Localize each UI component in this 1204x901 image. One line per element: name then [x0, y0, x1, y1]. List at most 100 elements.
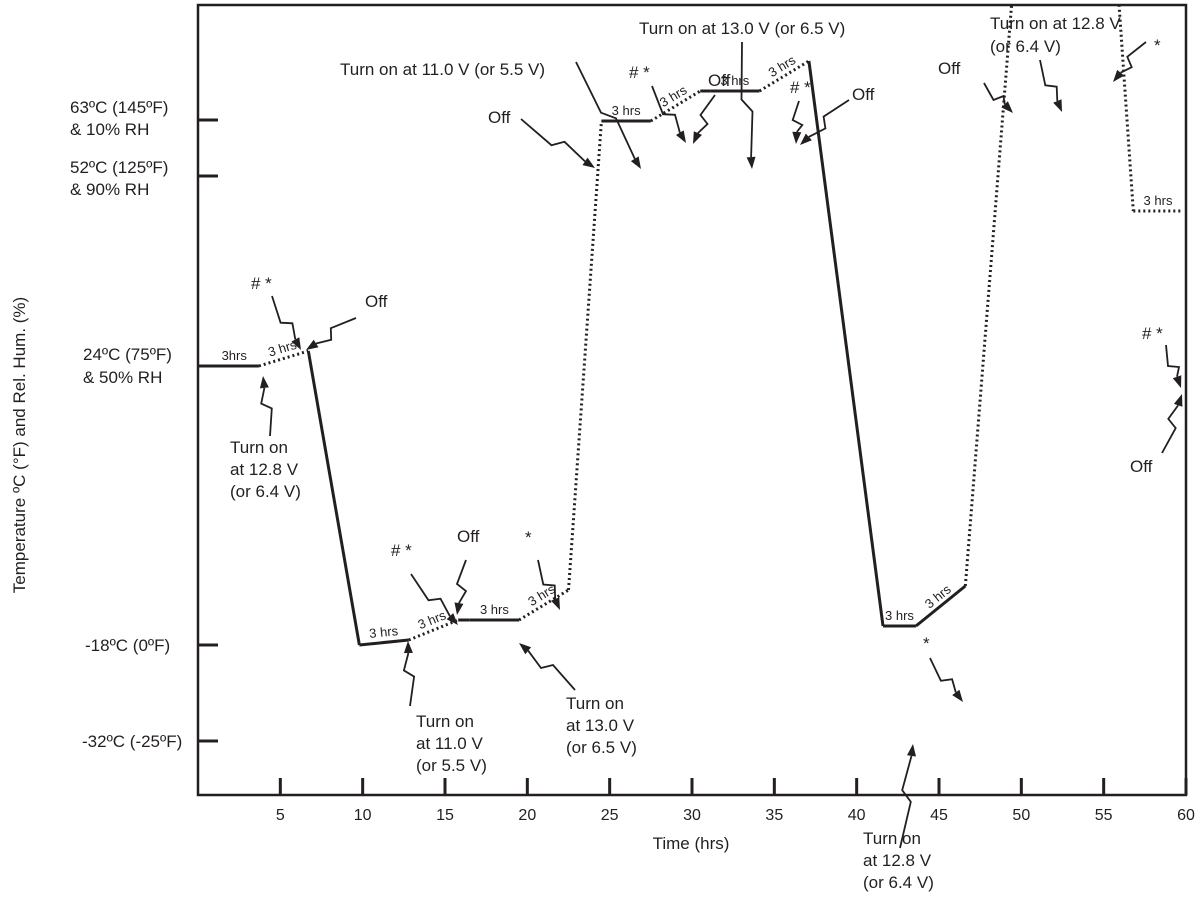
arrow-head-15: [800, 133, 812, 145]
y-label-63c: 63ºC (145ºF): [70, 98, 168, 117]
annotation-mark-7: *: [1154, 36, 1161, 55]
temperature-profile: [199, 6, 1183, 647]
annotation-mark-1: # *: [251, 274, 272, 293]
x-tick-label-35: 35: [765, 807, 783, 824]
callout-arrow-8: [527, 650, 576, 691]
x-tick-label-25: 25: [601, 807, 619, 824]
annotation-mark-8: # *: [1142, 324, 1163, 343]
annotation-mark-3: *: [525, 528, 532, 547]
annotation-mark-5: # *: [790, 78, 811, 97]
annotation-mark-2: # *: [391, 541, 412, 560]
callout-arrow-22: [1161, 404, 1179, 454]
arrow-head-10: [630, 156, 641, 169]
callout-arrow-19: [1039, 59, 1059, 101]
arrow-head-3: [259, 376, 269, 389]
arrow-head-9: [582, 157, 595, 168]
annotation-turnon-7-line1: Turn on at 12.8 V: [990, 14, 1121, 33]
annotation-mark-4: # *: [629, 63, 650, 82]
callout-arrow-7: [537, 559, 557, 600]
segment-label-8: 3 hrs: [480, 602, 509, 617]
annotations: Off # * Turn on at 12.8 V (or 6.4 V) # *…: [230, 14, 1163, 892]
callout-arrow-5: [455, 559, 468, 604]
profile-segment-5: [359, 638, 409, 647]
y-label-24c: 24ºC (75ºF): [83, 345, 172, 364]
segment-label-2: 3hrs: [222, 348, 248, 363]
x-ticks: 5 10 15 20 25 30 35 40 45 50 55 60: [276, 778, 1195, 824]
x-tick-label-15: 15: [436, 807, 454, 824]
callout-arrow-3: [260, 387, 273, 437]
callout-arrow-17: [899, 755, 913, 849]
arrow-head-20: [1113, 69, 1125, 82]
arrow-head-8: [519, 643, 532, 655]
x-tick-label-60: 60: [1177, 807, 1195, 824]
annotation-turnon-1-line3: (or 6.4 V): [230, 482, 301, 501]
profile-segment-4: [306, 350, 361, 646]
callout-arrow-21: [1165, 344, 1181, 377]
y-labels: 63ºC (145ºF) & 10% RH 52ºC (125ºF) & 90%…: [70, 98, 182, 751]
arrow-head-6: [403, 641, 413, 654]
x-tick-label-30: 30: [683, 807, 701, 824]
y-label-52c: 52ºC (125ºF): [70, 158, 168, 177]
segment-label-12: 3 hrs: [657, 82, 690, 110]
segment-duration-labels: 3hrs 3 hrs 3 hrs 3 hrs 3 hrs 3 hrs 3 hrs 3 hrs 3…: [222, 52, 1173, 641]
annotation-turnon-1-line2: at 12.8 V: [230, 460, 299, 479]
profile-segment-16: [807, 60, 885, 627]
arrow-head-14: [792, 131, 802, 144]
arrow-head-12: [693, 131, 702, 144]
callout-arrow-20: [1120, 41, 1147, 74]
arrow-head-2: [291, 337, 301, 350]
callout-arrow-6: [402, 652, 416, 707]
callout-arrow-16: [929, 657, 957, 693]
callout-arrow-15: [808, 99, 850, 138]
annotation-turnon-2-line1: Turn on: [416, 712, 474, 731]
callout-arrows: [259, 41, 1183, 849]
annotation-turnon-2-line3: (or 5.5 V): [416, 756, 487, 775]
annotation-turnon-2-line2: at 11.0 V: [416, 734, 483, 753]
arrow-head-16: [952, 689, 963, 702]
x-tick-label-50: 50: [1012, 807, 1030, 824]
y-label-90rh: & 90% RH: [70, 180, 149, 199]
x-axis-title: Time (hrs): [653, 834, 730, 853]
annotation-off-6: Off: [938, 59, 961, 78]
arrow-head-18: [1001, 101, 1013, 113]
x-tick-label-10: 10: [354, 807, 372, 824]
annotation-turnon-6-line2: at 12.8 V: [863, 851, 932, 870]
callout-arrow-14: [791, 100, 804, 133]
y-label-minus18c: -18ºC (0ºF): [85, 636, 170, 655]
callout-arrow-12: [697, 94, 716, 134]
y-label-minus32c: -32ºC (-25ºF): [82, 732, 182, 751]
callout-arrow-18: [983, 82, 1006, 105]
arrow-head-1: [306, 339, 319, 350]
annotation-turnon-7-line2: (or 6.4 V): [990, 37, 1061, 56]
x-tick-label-20: 20: [518, 807, 536, 824]
annotation-turnon-6-line1: Turn on: [863, 829, 921, 848]
annotation-turnon-1-line1: Turn on: [230, 438, 288, 457]
segment-label-23: 3 hrs: [1144, 193, 1173, 208]
annotation-turnon-3-line3: (or 6.5 V): [566, 738, 637, 757]
callout-arrow-13: [740, 41, 754, 158]
callout-arrow-2: [271, 295, 297, 340]
profile-segment-3: [258, 349, 309, 368]
annotation-turnon-5: Turn on at 13.0 V (or 6.5 V): [639, 19, 845, 38]
profile-segment-6: [408, 618, 459, 642]
segment-label-5: 3 hrs: [368, 623, 399, 641]
callout-arrow-1: [315, 317, 357, 345]
arrow-head-4: [446, 613, 458, 625]
annotation-mark-6: *: [923, 634, 930, 653]
y-axis-title: Temperature ºC (°F) and Rel. Hum. (%): [10, 297, 29, 593]
segment-label-15: 3 hrs: [766, 52, 799, 80]
arrow-head-7: [551, 597, 560, 610]
segment-label-17: 3 hrs: [885, 608, 914, 623]
annotation-turnon-3-line2: at 13.0 V: [566, 716, 635, 735]
arrow-head-11: [676, 130, 686, 143]
x-tick-label-55: 55: [1095, 807, 1113, 824]
callout-arrow-4: [410, 573, 451, 617]
arrow-head-5: [454, 602, 464, 615]
y-ticks: [198, 118, 218, 743]
arrow-head-13: [746, 156, 756, 169]
annotation-off-7: Off: [1130, 457, 1153, 476]
y-label-50rh: & 50% RH: [83, 368, 162, 387]
arrow-head-19: [1053, 99, 1062, 112]
x-tick-label-40: 40: [848, 807, 866, 824]
